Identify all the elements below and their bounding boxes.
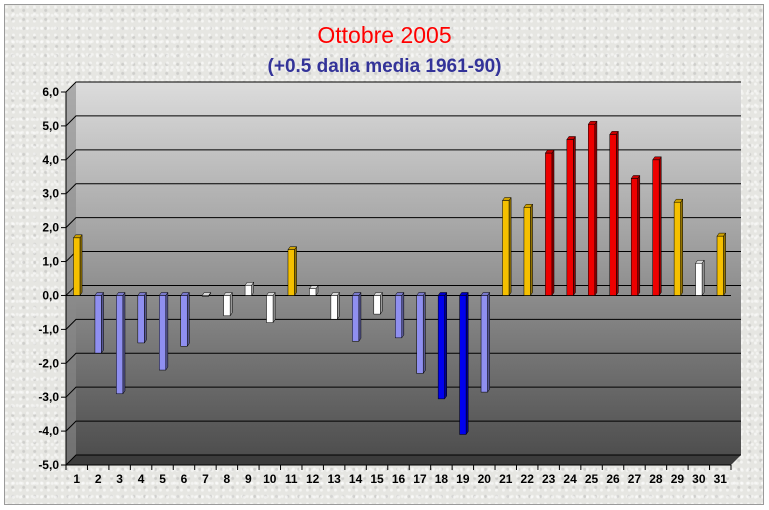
bar-20: [480, 291, 491, 393]
y-tick-label: -5,0: [38, 458, 59, 472]
x-tick-label: 15: [370, 472, 384, 486]
bar-26: [609, 130, 619, 297]
bar-4: [137, 291, 147, 344]
x-tick-label: 6: [181, 472, 188, 486]
x-tick-label: 26: [606, 472, 620, 486]
y-tick-label: 1,0: [42, 255, 59, 269]
x-tick-label: 10: [263, 472, 277, 486]
x-tick-label: 8: [224, 472, 231, 486]
bar-14: [351, 291, 362, 343]
gridline: [65, 420, 741, 432]
bar-1: [72, 234, 83, 297]
x-tick-label: 29: [671, 472, 685, 486]
gridline: [65, 217, 741, 228]
y-tick-label: -3,0: [38, 390, 59, 404]
y-tick-label: 6,0: [42, 85, 59, 99]
bar-23: [544, 149, 555, 297]
gridline: [65, 318, 741, 330]
gridlines: [65, 81, 741, 466]
bar-24: [566, 135, 576, 297]
bar-19: [459, 291, 469, 436]
bar-13: [330, 291, 340, 320]
x-tick-label: 25: [585, 472, 599, 486]
x-tick-label: 13: [327, 472, 341, 486]
bar-27: [630, 174, 641, 297]
gridline: [65, 149, 741, 161]
x-tick-label: 4: [138, 472, 145, 486]
bar-9: [244, 281, 255, 297]
bar-30: [695, 259, 705, 297]
bar-17: [416, 291, 426, 375]
x-tick-label: 19: [456, 472, 470, 486]
bar-7: [201, 291, 212, 298]
bar-12: [308, 284, 319, 297]
bar-28: [652, 156, 662, 297]
gridline: [65, 81, 741, 93]
y-tick-label: 2,0: [42, 221, 59, 235]
bar-18: [437, 291, 448, 400]
x-tick-label: 7: [202, 472, 209, 486]
chart-subtitle: (+0.5 dalla media 1961-90): [267, 56, 502, 77]
x-tick-label: 21: [499, 472, 513, 486]
bar-15: [373, 291, 383, 315]
plot-floor: [66, 455, 741, 465]
bar-21: [502, 196, 512, 297]
x-tick-label: 9: [245, 472, 252, 486]
x-tick-label: 30: [692, 472, 706, 486]
x-tick-label: 31: [714, 472, 728, 486]
y-tick-label: 4,0: [42, 153, 59, 167]
bar-8: [223, 291, 233, 317]
y-tick-label: 0,0: [42, 288, 59, 302]
gridline: [65, 386, 741, 398]
bar-22: [523, 203, 534, 297]
x-tick-label: 24: [563, 472, 577, 486]
x-tick-label: 20: [478, 472, 492, 486]
x-tick-label: 23: [542, 472, 556, 486]
x-tick-label: 2: [95, 472, 102, 486]
x-tick-label: 12: [306, 472, 320, 486]
plot-side-wall: [66, 82, 76, 465]
bar-31: [716, 232, 727, 297]
bar-10: [266, 291, 276, 324]
bar-29: [673, 198, 684, 297]
tick-labels: 6,0 5,0 4,0 3,0 2,0 1,0 0,0 -1,0 -2,0 -3,0 -4,0 -5,…: [38, 85, 727, 486]
bar-6: [180, 291, 190, 348]
y-tick-label: -2,0: [38, 356, 59, 370]
x-tick-label: 28: [649, 472, 663, 486]
bar-25: [587, 120, 598, 297]
y-tick-label: -1,0: [38, 322, 59, 336]
y-tick-label: 3,0: [42, 187, 59, 201]
x-tick-label: 18: [435, 472, 449, 486]
x-tick-label: 5: [159, 472, 166, 486]
x-tick-label: 14: [349, 472, 363, 486]
bar-2: [94, 291, 105, 354]
x-tick-label: 3: [116, 472, 123, 486]
gridline: [65, 454, 741, 466]
x-tick-label: 22: [521, 472, 535, 486]
x-tick-label: 17: [413, 472, 427, 486]
x-tick-label: 16: [392, 472, 406, 486]
axes: [61, 91, 732, 470]
gridline: [65, 352, 741, 364]
x-tick-label: 27: [628, 472, 642, 486]
chart-title: Ottobre 2005: [317, 22, 452, 48]
gridline: [65, 115, 741, 127]
bar-3: [115, 291, 126, 395]
bar-11: [287, 245, 298, 297]
bar-16: [394, 291, 405, 339]
x-tick-label: 1: [73, 472, 80, 486]
gridline: [65, 183, 741, 195]
bars-group: [72, 120, 727, 436]
bar-5: [158, 291, 169, 371]
y-tick-label: -4,0: [38, 424, 59, 438]
y-tick-label: 5,0: [42, 119, 59, 133]
x-tick-label: 11: [285, 472, 298, 486]
